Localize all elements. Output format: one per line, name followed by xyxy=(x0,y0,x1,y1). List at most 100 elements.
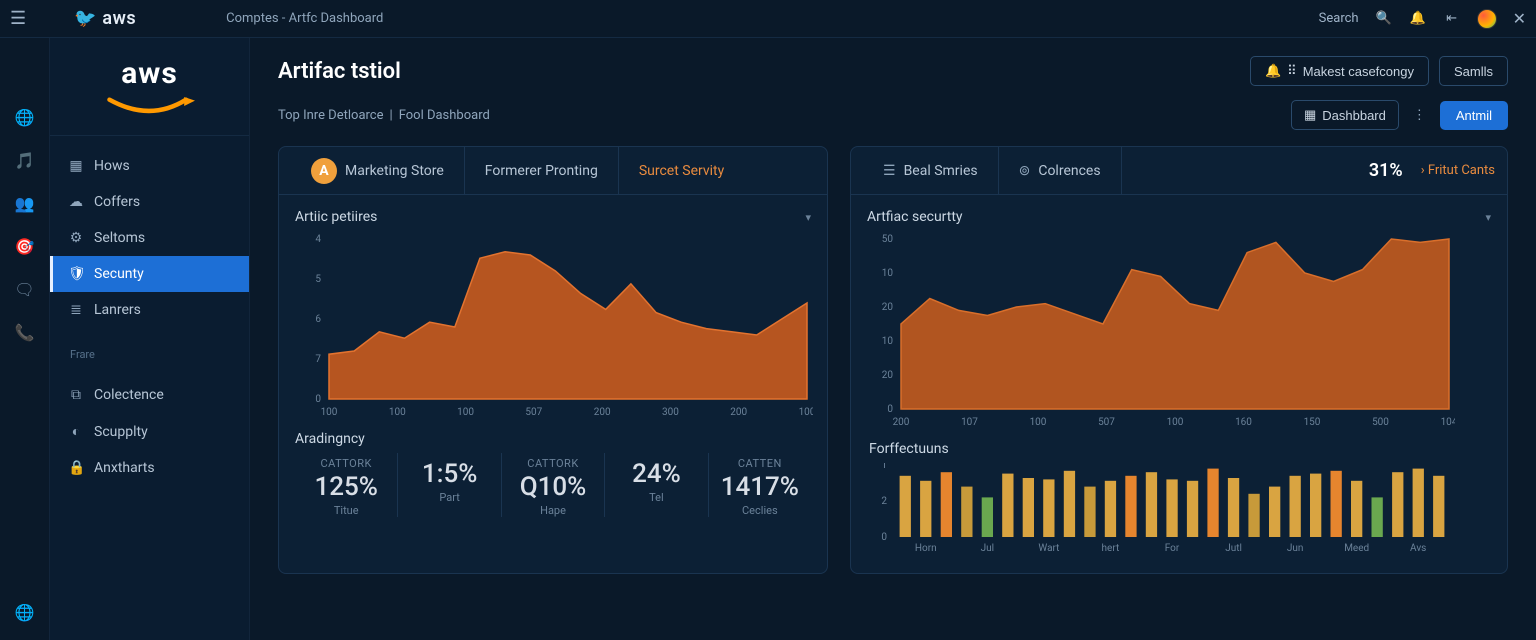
crumb-2[interactable]: Fool Dashboard xyxy=(399,108,490,123)
tab-beal[interactable]: ☰ Beal Smries xyxy=(863,147,999,194)
svg-text:150: 150 xyxy=(1304,417,1321,428)
svg-text:100: 100 xyxy=(321,407,338,418)
svg-text:Avs: Avs xyxy=(1410,543,1426,554)
sidebar-brand: aws xyxy=(50,50,249,136)
nav-icon: 🔒 xyxy=(68,460,84,476)
svg-text:160: 160 xyxy=(1235,417,1252,428)
metric-value: 24% xyxy=(613,459,699,489)
sidebar-item-hows[interactable]: ▦Hows xyxy=(50,148,249,184)
sidebar-item-colectence[interactable]: ⧉Colectence xyxy=(50,377,249,413)
tab-1[interactable]: Formerer Pronting xyxy=(465,147,619,194)
svg-text:500: 500 xyxy=(1372,417,1389,428)
svg-text:20: 20 xyxy=(882,302,894,313)
topbar-actions: Search 🔍 🔔 ⇤ ✕ xyxy=(1319,9,1526,29)
sidebar-item-secunty[interactable]: 🛡 Secunty xyxy=(50,256,249,292)
metric-sub: Ceclies xyxy=(717,504,803,517)
nav-section-label: Frare xyxy=(50,340,249,365)
music-icon[interactable]: 🎵 xyxy=(15,151,35,170)
samlls-label: Samlls xyxy=(1454,64,1493,79)
metric-row: CATTORK125%Titue1:5%PartCATTORKQ10%Hape2… xyxy=(295,453,811,517)
metric-sub: Titue xyxy=(303,504,389,517)
nav-icon: ⚙ xyxy=(68,230,84,246)
svg-text:7: 7 xyxy=(315,354,321,365)
back-icon[interactable]: ⇤ xyxy=(1443,11,1461,26)
svg-text:20: 20 xyxy=(882,370,894,381)
svg-text:200: 200 xyxy=(893,417,910,428)
bars-title: Forffectuuns xyxy=(867,431,1491,463)
svg-text:5: 5 xyxy=(315,274,321,285)
avatar[interactable] xyxy=(1477,9,1497,29)
svg-text:507: 507 xyxy=(525,407,542,418)
svg-text:For: For xyxy=(1165,543,1180,554)
search-label[interactable]: Search xyxy=(1319,11,1359,26)
panel-right-tabs: ☰ Beal Smries ⊚ Colrences 31% › Fritut C… xyxy=(851,147,1507,195)
crumb-1[interactable]: Top Inre Detloarce xyxy=(278,108,384,123)
svg-text:0: 0 xyxy=(315,394,321,405)
nav-icon: ▦ xyxy=(68,158,84,174)
sidebar-item-coffers[interactable]: ☁Coffers xyxy=(50,184,249,220)
samlls-button[interactable]: Samlls xyxy=(1439,56,1508,86)
main-header: Artifac tstiol 🔔 ⠿ Makest casefcongy Sam… xyxy=(278,56,1508,86)
nav-main: ▦Hows☁Coffers ⚙ Seltoms 🛡 Secunty ≣Lanrers xyxy=(50,136,249,340)
metric: CATTORKQ10%Hape xyxy=(502,453,605,517)
chevron-down-icon[interactable]: ▾ xyxy=(805,211,811,224)
panel-left-tabs: AMarketing StoreFormerer Pronting Surcet … xyxy=(279,147,827,195)
crumb-sep: | xyxy=(390,108,393,123)
phone-icon[interactable]: 📞 xyxy=(15,323,35,342)
dashboard-label: Dashbbard xyxy=(1322,108,1386,123)
primary-action-button[interactable]: Antmil xyxy=(1440,101,1508,130)
metric-value: Q10% xyxy=(510,472,596,502)
metric: 24%Tel xyxy=(605,453,708,517)
svg-text:104: 104 xyxy=(1441,417,1455,428)
svg-text:2: 2 xyxy=(881,496,887,507)
menu-icon[interactable]: ☰ xyxy=(10,8,40,29)
people-icon[interactable]: 👥 xyxy=(15,194,35,213)
target-icon[interactable]: 🎯 xyxy=(15,237,35,256)
metrics-title: Aradingncy xyxy=(295,421,811,453)
metric: CATTORK125%Titue xyxy=(295,453,398,517)
svg-text:Jul: Jul xyxy=(981,543,994,554)
svg-text:100: 100 xyxy=(457,407,474,418)
sidebar-item-anxtharts[interactable]: 🔒Anxtharts xyxy=(50,450,249,486)
nav-icon: ☁ xyxy=(68,194,84,210)
stat-percent: 31% xyxy=(1369,160,1403,181)
bell-small-icon: 🔔 xyxy=(1265,63,1281,79)
stat-link[interactable]: › Fritut Cants xyxy=(1421,163,1495,178)
window-title: Comptes - Artfc Dashboard xyxy=(226,11,383,26)
nav-label: Secunty xyxy=(94,266,144,282)
nav-label: Seltoms xyxy=(94,230,145,246)
kebab-icon[interactable]: ⋮ xyxy=(1409,102,1430,129)
nav-icon: ≣ xyxy=(68,302,84,318)
tab-label: Surcet Servity xyxy=(639,163,724,179)
tab-colrences[interactable]: ⊚ Colrences xyxy=(999,147,1122,194)
tab-0[interactable]: AMarketing Store xyxy=(291,147,465,194)
metric-value: 125% xyxy=(303,472,389,502)
globe-icon[interactable]: 🌐 xyxy=(15,108,35,127)
svg-text:Jutl: Jutl xyxy=(1225,543,1242,554)
brand-word: aws xyxy=(102,8,136,29)
bell-icon[interactable]: 🔔 xyxy=(1409,11,1427,26)
sidebar-item-seltoms[interactable]: ⚙ Seltoms xyxy=(50,220,249,256)
nav-icon: 🛡 xyxy=(68,266,84,282)
sidebar-item-lanrers[interactable]: ≣Lanrers xyxy=(50,292,249,328)
smile-icon xyxy=(105,95,195,117)
right-bar-chart: 120HornJulWarthertForJutlJunMeedAvs xyxy=(867,463,1455,555)
tab-2[interactable]: Surcet Servity xyxy=(619,147,744,194)
tab-badge-icon: A xyxy=(311,158,337,184)
sidebar-brand-word: aws xyxy=(50,56,249,91)
close-icon[interactable]: ✕ xyxy=(1513,9,1526,28)
make-category-button[interactable]: 🔔 ⠿ Makest casefcongy xyxy=(1250,56,1429,86)
metric-cap: CATTEN xyxy=(717,457,803,470)
svg-text:507: 507 xyxy=(1098,417,1115,428)
headset-icon[interactable]: 🗨 xyxy=(14,280,34,299)
grid-icon: ▦ xyxy=(1304,107,1316,123)
bird-icon: 🐦 xyxy=(74,8,96,29)
search-icon[interactable]: 🔍 xyxy=(1375,11,1393,26)
dashboard-button[interactable]: ▦ Dashbbard xyxy=(1291,100,1399,130)
nav-secondary: ⧉Colectence◐Scupplty🔒Anxtharts xyxy=(50,365,249,498)
metric: CATTEN1417%Ceclies xyxy=(709,453,811,517)
svg-text:0: 0 xyxy=(887,404,893,415)
chevron-down-icon[interactable]: ▾ xyxy=(1485,211,1491,224)
sidebar-item-scupplty[interactable]: ◐Scupplty xyxy=(50,413,249,450)
globe2-icon[interactable]: 🌐 xyxy=(15,603,35,622)
